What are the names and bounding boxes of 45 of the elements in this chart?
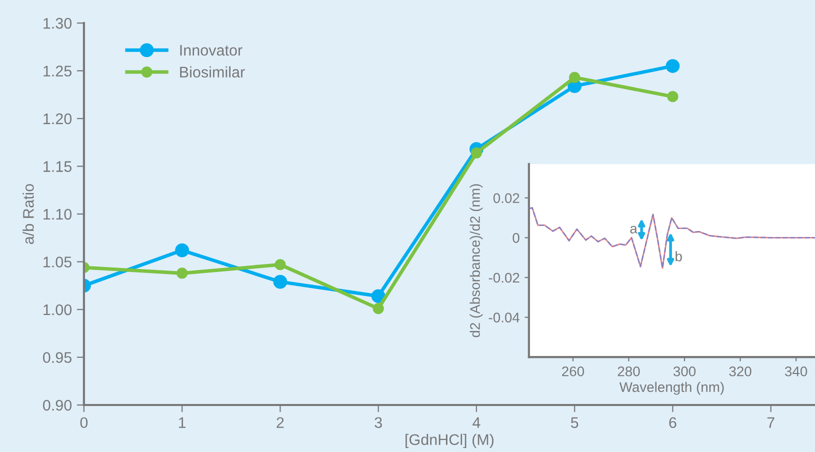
annotation: a [630, 226, 638, 234]
legend-label: Innovator [180, 45, 242, 56]
line-series [528, 207, 815, 269]
point [371, 289, 386, 304]
y-tick-label: -0.04 [488, 312, 520, 322]
y-tick-label: 1.30 [44, 18, 72, 29]
x-tick-label: 5 [570, 417, 578, 428]
point [273, 274, 288, 289]
point [176, 268, 188, 279]
annotation: b [676, 251, 682, 262]
x-tick-label: 4 [472, 417, 480, 428]
x-tick-label: 1 [178, 417, 186, 428]
x-axis-title: [GdnHCl] (M) [406, 434, 494, 448]
y-tick-label: -0.02 [488, 272, 520, 283]
point [175, 243, 190, 258]
point [569, 72, 580, 84]
y-tick-label: 1.25 [44, 66, 72, 76]
y-axis-title: d2 (Absorbance)/d2 (nm) [470, 184, 483, 338]
x-tick-label: 300 [673, 366, 696, 376]
y-tick-label: 1.00 [44, 304, 72, 316]
x-axis-title: Wavelength (nm) [619, 382, 724, 395]
y-tick-label: 1.05 [44, 256, 72, 268]
y-tick-label: 0.90 [43, 400, 72, 411]
point [372, 302, 384, 314]
x-tick-label: 260 [562, 366, 584, 376]
y-tick-label: 1.20 [44, 113, 72, 124]
y-tick-label: 1.15 [44, 161, 72, 172]
y-axis-title: a/b Ratio [22, 184, 34, 244]
y-tick-label: 0.95 [43, 352, 72, 363]
x-tick-label: 3 [374, 417, 382, 428]
x-tick-label: 7 [767, 417, 774, 428]
x-tick-label: 320 [729, 366, 752, 376]
x-tick-label: 6 [669, 417, 676, 428]
point [470, 147, 482, 158]
y-tick-label: 0.02 [493, 193, 520, 204]
x-tick-label: 0 [80, 417, 88, 428]
x-tick-label: 2 [276, 417, 284, 428]
y-tick-label: 1.10 [44, 208, 72, 220]
point [667, 91, 678, 102]
legend-label: Biosimilar [180, 66, 245, 78]
y-tick-label: 0 [512, 233, 520, 243]
point [666, 59, 680, 73]
x-tick-label: 280 [618, 366, 640, 376]
point [274, 259, 286, 270]
x-tick-label: 340 [784, 366, 808, 376]
